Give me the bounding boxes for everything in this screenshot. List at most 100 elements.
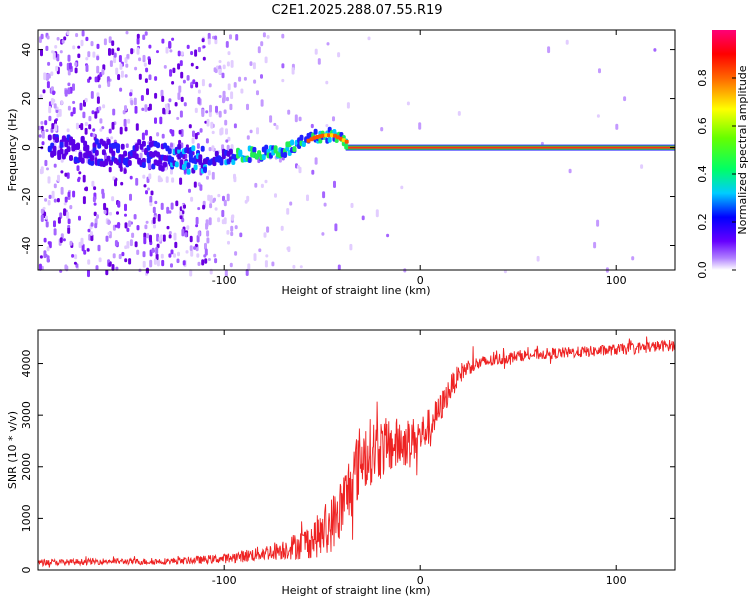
heatmap-cell (43, 237, 47, 243)
heatmap-cell (176, 116, 180, 120)
heatmap-cell (197, 207, 201, 211)
ridge-cell (106, 155, 111, 162)
heatmap-cell (147, 162, 151, 170)
ridge-cell (94, 149, 99, 156)
heatmap-cell (143, 236, 147, 245)
heatmap-cell (59, 237, 63, 243)
heatmap-cell (156, 233, 160, 242)
heatmap-cell (593, 241, 597, 249)
heatmap-cell (40, 33, 44, 40)
heatmap-cell (208, 147, 212, 152)
heatmap-cell (205, 222, 209, 230)
heatmap-cell (253, 79, 257, 84)
heatmap-cell (119, 126, 123, 135)
ridge-cell (158, 158, 163, 165)
heatmap-cell (128, 220, 132, 227)
heatmap-cell (178, 129, 182, 135)
heatmap-cell (92, 128, 96, 132)
heatmap-cell (67, 87, 71, 95)
heatmap-cell (457, 111, 461, 116)
heatmap-cell (87, 228, 91, 233)
heatmap-cell (64, 172, 68, 177)
heatmap-cell (260, 41, 264, 47)
heatmap-cell (175, 200, 179, 207)
heatmap-cell (380, 127, 384, 132)
heatmap-cell (227, 51, 231, 56)
heatmap-cell (249, 129, 253, 134)
heatmap-cell (129, 193, 132, 201)
heatmap-cell (170, 143, 174, 148)
heatmap-cell (144, 224, 148, 230)
heatmap-cell (120, 181, 124, 186)
heatmap-cell (88, 124, 92, 130)
heatmap-cell (78, 241, 82, 249)
heatmap-cell (233, 82, 237, 88)
heatmap-cell (143, 184, 147, 188)
heatmap-cell (149, 195, 153, 204)
heatmap-cell (61, 39, 65, 44)
heatmap-cell (154, 92, 158, 99)
ridge-cell (137, 139, 142, 146)
heatmap-cell (103, 202, 107, 211)
y-tick-label: 1000 (20, 504, 33, 532)
heatmap-cell (149, 234, 152, 243)
heatmap-cell (274, 193, 277, 198)
heatmap-cell (197, 261, 201, 266)
heatmap-cell (243, 76, 247, 81)
ridge-cell (52, 145, 57, 152)
heatmap-cell (63, 208, 67, 216)
heatmap-cell (75, 122, 79, 130)
heatmap-cell (271, 261, 275, 267)
heatmap-cell (631, 256, 635, 261)
heatmap-cell (361, 215, 365, 221)
heatmap-cell (124, 105, 127, 112)
heatmap-cell (177, 251, 180, 257)
heatmap-cell (124, 213, 127, 217)
heatmap-cell (97, 244, 101, 252)
heatmap-cell (53, 198, 57, 203)
heatmap-cell (124, 222, 128, 229)
heatmap-cell (157, 213, 161, 222)
heatmap-cell (180, 96, 184, 102)
heatmap-cell (105, 269, 109, 276)
heatmap-cell (149, 136, 153, 142)
colorbar-tick-label: 0.4 (696, 165, 709, 183)
heatmap-cell (105, 235, 109, 242)
heatmap-cell (90, 91, 94, 99)
heatmap-cell (142, 34, 146, 40)
heatmap-cell (197, 89, 201, 94)
ridge-cell (106, 138, 111, 145)
heatmap-cell (155, 247, 159, 255)
heatmap-cell (107, 219, 111, 225)
heatmap-cell (48, 105, 52, 114)
heatmap-cell (207, 32, 211, 41)
ridge-cell (76, 142, 80, 149)
heatmap-cell (156, 50, 159, 54)
heatmap-cell (160, 89, 164, 97)
spectrogram-frame (37, 29, 676, 271)
heatmap-cell (227, 83, 231, 91)
heatmap-cell (269, 115, 273, 123)
heatmap-cell (53, 220, 56, 228)
heatmap-cell (225, 41, 229, 48)
colorbar-tick-label: 0.0 (696, 261, 709, 279)
heatmap-cell (84, 97, 88, 103)
heatmap-cell (180, 71, 184, 79)
heatmap-cell (218, 60, 222, 64)
heatmap-cell (144, 104, 148, 112)
heatmap-cell (201, 79, 205, 87)
heatmap-cell (148, 44, 152, 49)
heatmap-cell (177, 50, 181, 57)
heatmap-cell (192, 79, 196, 85)
ridge-cell (214, 150, 219, 157)
heatmap-cell (281, 33, 285, 39)
ridge-cell (57, 154, 62, 160)
heatmap-cell (68, 62, 72, 70)
ridge-cell (61, 153, 66, 160)
ridge-cell (101, 149, 106, 156)
heatmap-cell (74, 254, 78, 260)
heatmap-cell (41, 141, 45, 146)
heatmap-cell (350, 202, 354, 208)
heatmap-cell (44, 198, 48, 202)
heatmap-cell (42, 89, 46, 94)
